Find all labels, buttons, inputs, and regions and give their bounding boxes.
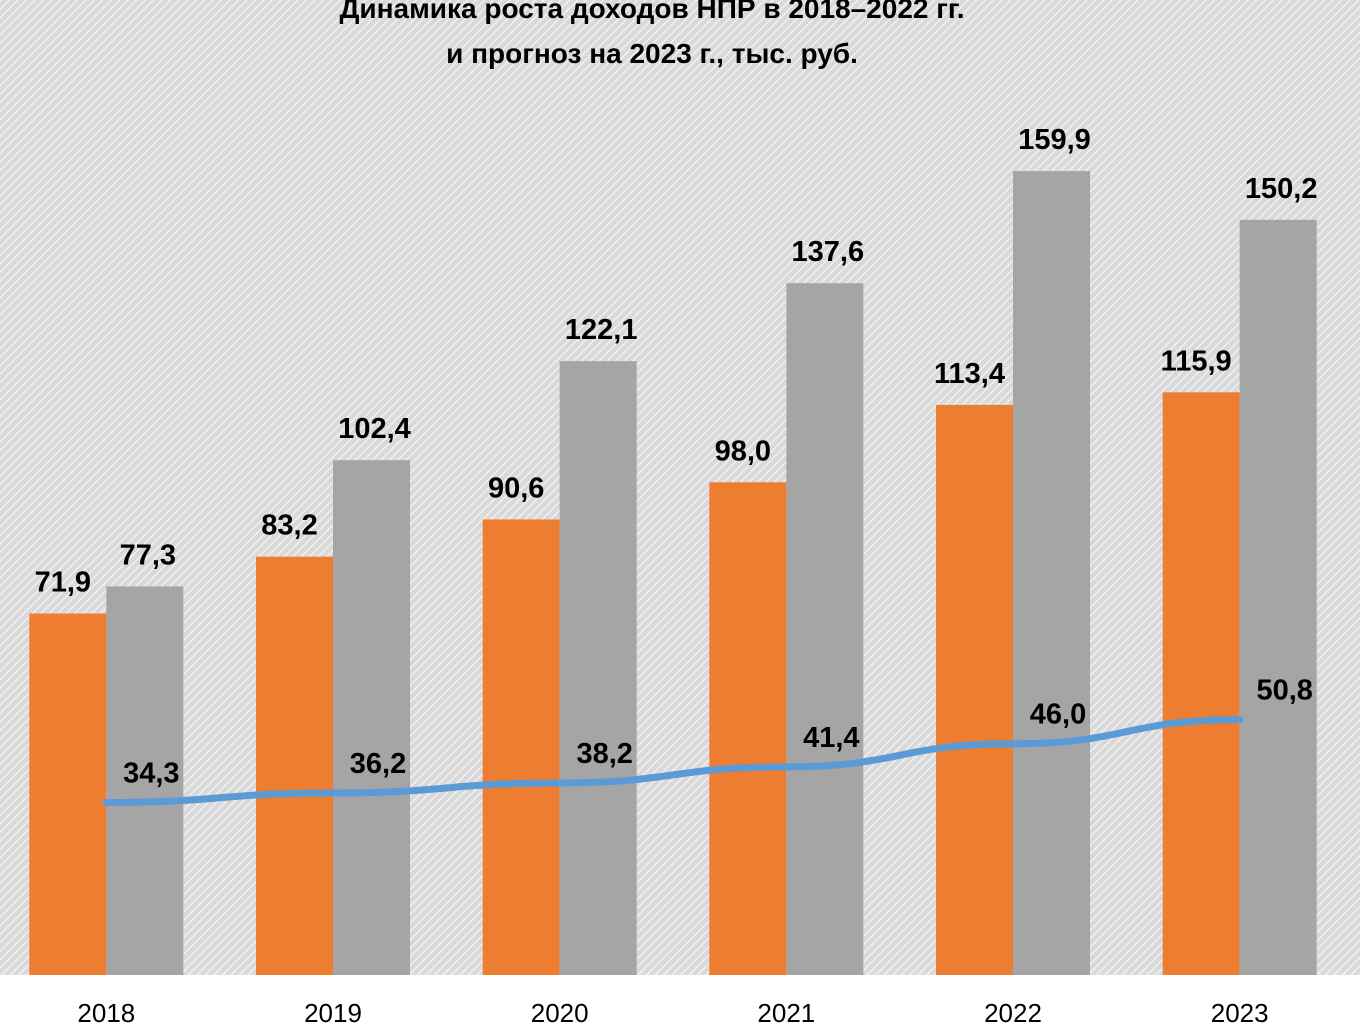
data-label-s1-2021: 98,0 bbox=[715, 435, 771, 467]
line-series-1 bbox=[102, 716, 1244, 807]
line-label-2021: 41,4 bbox=[803, 722, 859, 754]
data-label-s2-2022: 159,9 bbox=[1018, 124, 1091, 156]
bar-s2-2023 bbox=[1239, 219, 1317, 976]
bar-s2-2021 bbox=[786, 283, 864, 976]
x-tick-2018: 2018 bbox=[77, 998, 135, 1028]
data-label-s2-2023: 150,2 bbox=[1245, 173, 1318, 205]
chart-title: Динамика роста доходов НПР в 2018–2022 г… bbox=[339, 0, 964, 24]
plot-area-background bbox=[0, 0, 1360, 975]
bar-s2-2020 bbox=[559, 361, 637, 975]
x-tick-2020: 2020 bbox=[531, 998, 589, 1028]
line-layer bbox=[102, 716, 1244, 807]
line-label-2019: 36,2 bbox=[350, 748, 406, 780]
bar-s1-2020 bbox=[482, 519, 560, 975]
x-axis-ticks: 2018 2019 2020 2021 2022 2023 bbox=[77, 998, 1268, 1028]
x-tick-2023: 2023 bbox=[1211, 998, 1269, 1028]
bar-s1-2021 bbox=[709, 482, 787, 975]
bar-s1-2022 bbox=[936, 404, 1013, 976]
x-tick-2022: 2022 bbox=[984, 998, 1042, 1028]
line-label-2020: 38,2 bbox=[576, 738, 632, 770]
x-tick-2019: 2019 bbox=[304, 998, 362, 1028]
data-label-s2-2020: 122,1 bbox=[565, 314, 638, 346]
data-labels-layer: 71,9 77,3 83,2 102,4 90,6 122,1 98,0 137,6 113,4… bbox=[35, 124, 1318, 789]
bar-s1-2018 bbox=[29, 613, 107, 975]
data-label-s1-2018: 71,9 bbox=[35, 567, 91, 599]
bars-layer bbox=[29, 171, 1317, 976]
bar-s2-2022 bbox=[1013, 171, 1090, 975]
data-label-s1-2020: 90,6 bbox=[488, 472, 544, 504]
bar-s2-2019 bbox=[333, 460, 410, 976]
chart-subtitle: и прогноз на 2023 г., тыс. руб. bbox=[446, 38, 858, 69]
bar-s2-2018 bbox=[106, 586, 184, 975]
data-label-s1-2022: 113,4 bbox=[934, 358, 1005, 390]
line-label-2018: 34,3 bbox=[123, 758, 179, 790]
data-label-s2-2021: 137,6 bbox=[792, 236, 865, 268]
bar-s1-2019 bbox=[256, 556, 333, 975]
line-label-2022: 46,0 bbox=[1030, 699, 1086, 731]
data-label-s1-2023: 115,9 bbox=[1161, 345, 1232, 377]
data-label-s1-2019: 83,2 bbox=[261, 510, 317, 542]
line-label-2023: 50,8 bbox=[1256, 675, 1312, 707]
x-tick-2021: 2021 bbox=[757, 998, 815, 1028]
data-label-s2-2018: 77,3 bbox=[120, 539, 176, 571]
bar-s1-2023 bbox=[1162, 392, 1240, 976]
data-label-s2-2019: 102,4 bbox=[338, 413, 411, 445]
